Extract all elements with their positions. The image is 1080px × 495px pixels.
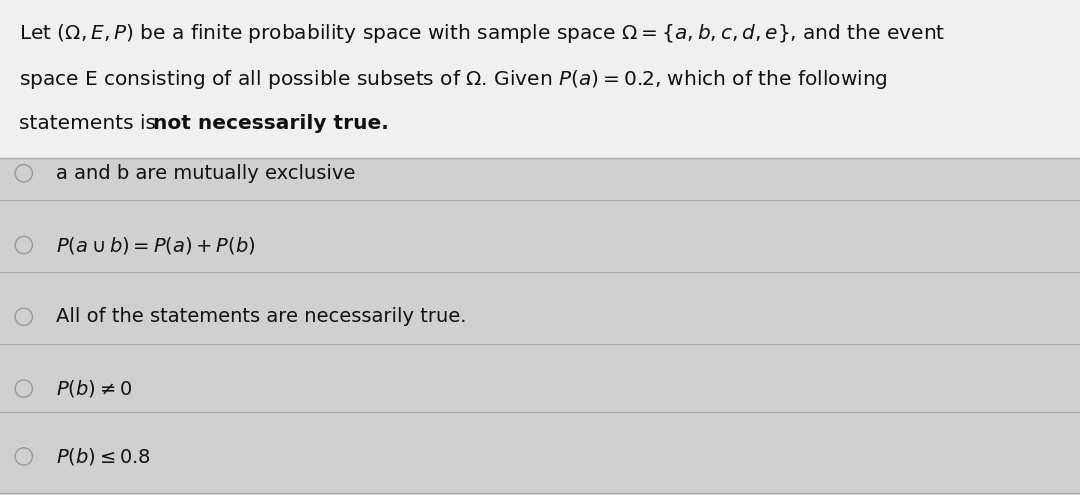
Text: a and b are mutually exclusive: a and b are mutually exclusive <box>56 164 355 183</box>
Text: $P(b) \leq 0.8$: $P(b) \leq 0.8$ <box>56 446 150 467</box>
Text: All of the statements are necessarily true.: All of the statements are necessarily tr… <box>56 307 467 326</box>
Text: $P(b) \neq 0$: $P(b) \neq 0$ <box>56 378 133 399</box>
Bar <box>0 158 1080 495</box>
Text: space E consisting of all possible subsets of $\Omega$. Given $P(a) = 0.2$, whic: space E consisting of all possible subse… <box>19 68 888 91</box>
Bar <box>0 0 1080 158</box>
Text: statements is: statements is <box>19 114 163 133</box>
Text: $P(a \cup b) = P(a) + P(b)$: $P(a \cup b) = P(a) + P(b)$ <box>56 235 256 255</box>
Text: Let $(\Omega, E, P)$ be a finite probability space with sample space $\Omega = \: Let $(\Omega, E, P)$ be a finite probabi… <box>19 22 946 45</box>
Text: not necessarily true.: not necessarily true. <box>153 114 389 133</box>
